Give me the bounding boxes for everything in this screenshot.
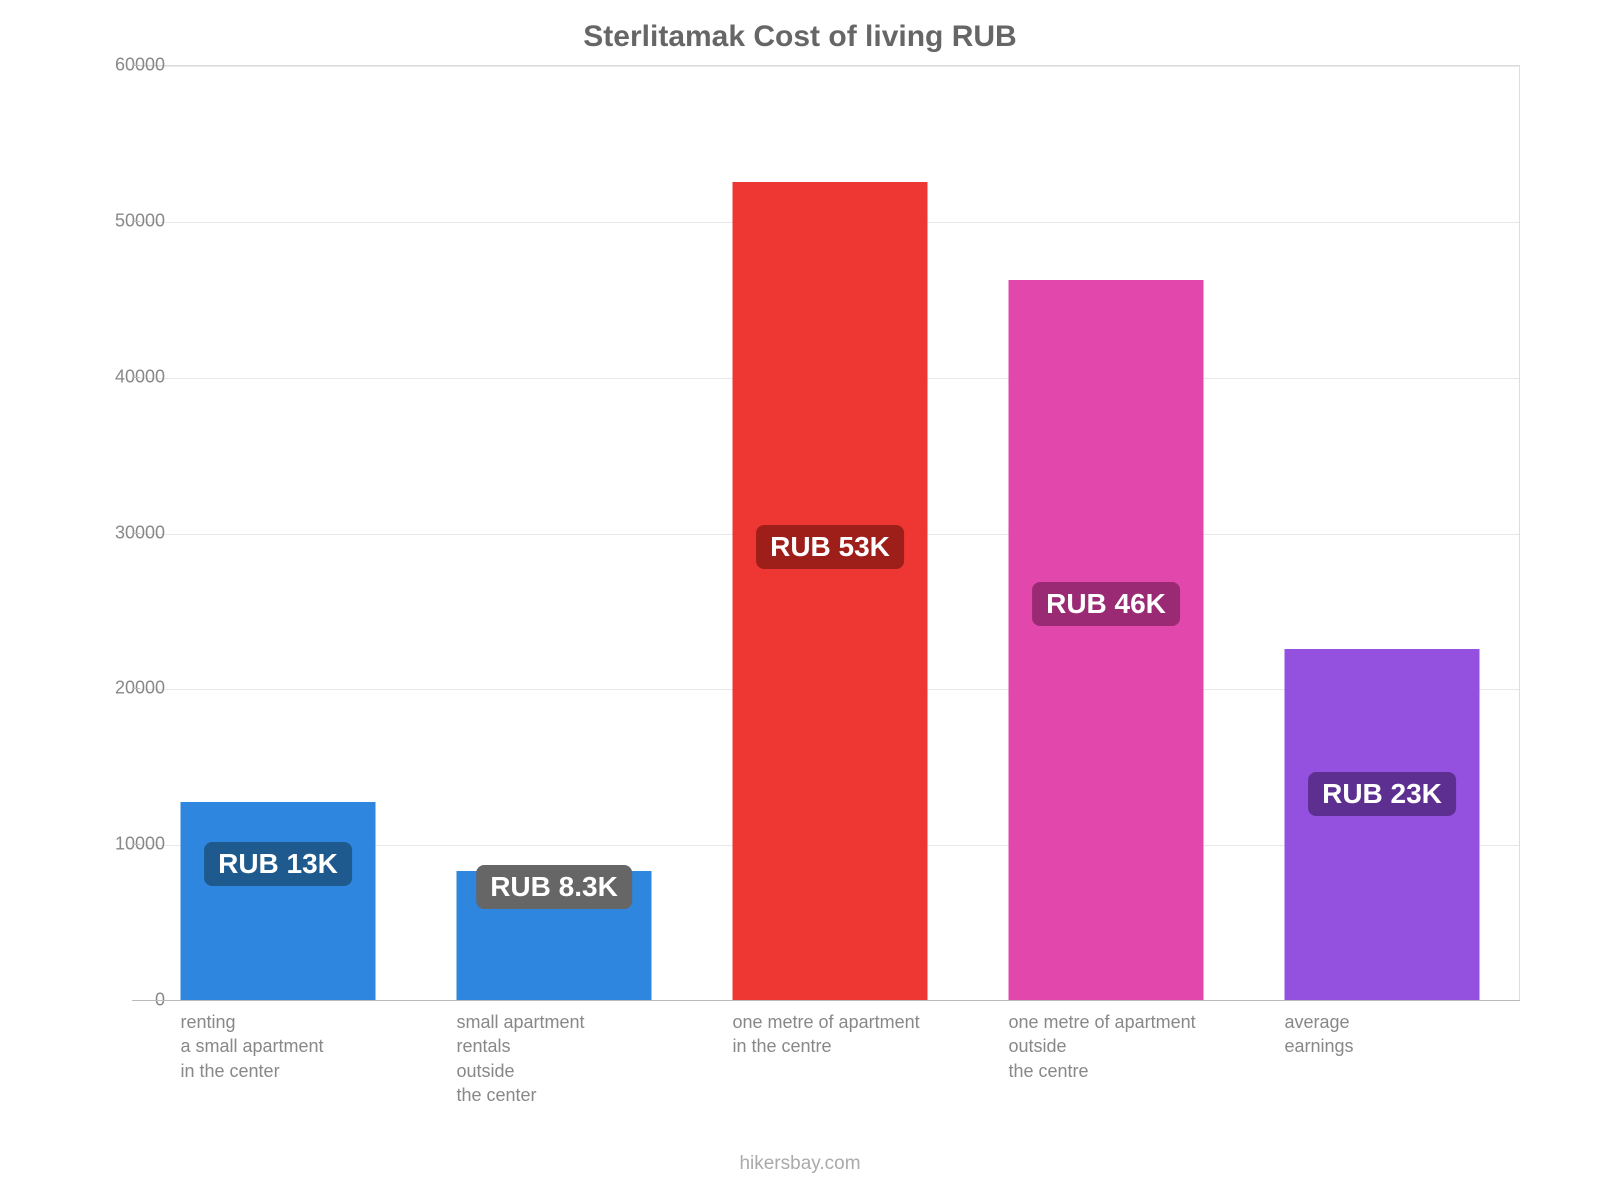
y-tick: [132, 844, 140, 845]
bars-group: RUB 13K RUB 8.3K RUB 53K RUB 46K RUB 23K: [140, 65, 1520, 1000]
y-tick: [132, 688, 140, 689]
value-badge: RUB 46K: [1032, 582, 1180, 626]
y-tick: [132, 65, 140, 66]
y-tick: [132, 221, 140, 222]
bar: [733, 182, 928, 1000]
bar-slot: RUB 13K: [140, 65, 416, 1000]
attribution: hikersbay.com: [40, 1153, 1560, 1175]
bar: [181, 802, 376, 1000]
value-badge: RUB 23K: [1308, 772, 1456, 816]
x-tick-label: renting a small apartment in the center: [181, 1010, 457, 1083]
x-tick-label: small apartment rentals outside the cent…: [457, 1010, 733, 1107]
y-tick: [132, 1000, 140, 1001]
y-tick: [132, 533, 140, 534]
bar-slot: RUB 23K: [1244, 65, 1520, 1000]
bar-slot: RUB 8.3K: [416, 65, 692, 1000]
bar-slot: RUB 46K: [968, 65, 1244, 1000]
y-tick: [132, 377, 140, 378]
x-tick-label: average earnings: [1285, 1010, 1561, 1059]
bar: [1285, 649, 1480, 1000]
value-badge: RUB 8.3K: [476, 865, 632, 909]
bar-slot: RUB 53K: [692, 65, 968, 1000]
value-badge: RUB 53K: [756, 525, 904, 569]
chart-container: Sterlitamak Cost of living RUB RUB 13KRU…: [40, 0, 1560, 1200]
value-badge: RUB 13K: [204, 842, 352, 886]
x-tick-label: one metre of apartment outside the centr…: [1009, 1010, 1285, 1083]
x-axis-line: [140, 1000, 1520, 1001]
chart-title: Sterlitamak Cost of living RUB: [40, 0, 1560, 64]
bar: [1009, 280, 1204, 1000]
x-tick-label: one metre of apartment in the centre: [733, 1010, 1009, 1059]
